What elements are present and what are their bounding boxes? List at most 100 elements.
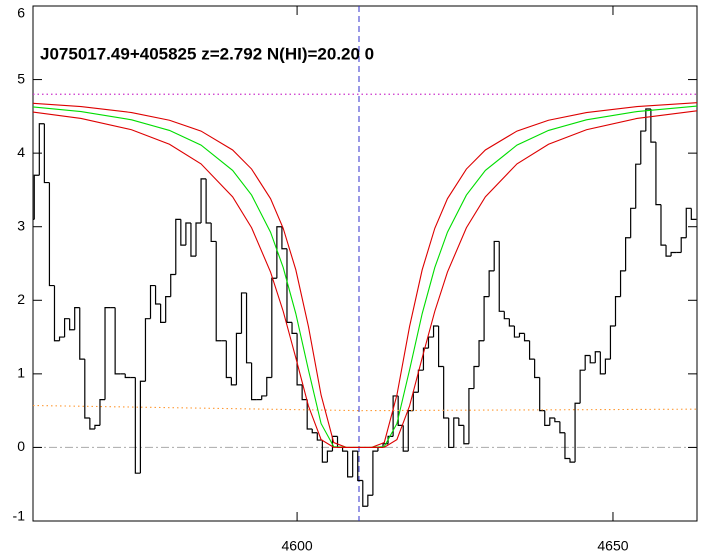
flux-step <box>655 142 661 206</box>
flux-step <box>604 358 611 374</box>
flux-step <box>235 332 242 385</box>
flux-step <box>609 325 616 360</box>
flux-step <box>79 307 85 360</box>
flux-step <box>94 424 100 430</box>
flux-step <box>326 450 333 463</box>
flux-step <box>670 251 677 257</box>
flux-step <box>144 318 151 382</box>
flux-step <box>149 284 156 319</box>
flux-step <box>528 340 535 360</box>
flux-step <box>584 354 591 371</box>
flux-step <box>261 395 267 400</box>
y-tick-label: 0 <box>17 438 25 454</box>
flux-step <box>114 307 121 375</box>
flux-step <box>468 387 474 444</box>
flux-step <box>48 182 55 287</box>
plot-area <box>33 6 697 521</box>
flux-step <box>195 222 202 257</box>
error-line <box>33 404 697 412</box>
flux-step <box>508 318 515 327</box>
flux-step <box>544 410 550 426</box>
flux-step <box>266 376 272 396</box>
flux-step <box>306 399 313 430</box>
flux-step <box>89 418 95 430</box>
flux-step <box>200 178 207 224</box>
x-tick-label: 4650 <box>597 538 628 554</box>
flux-step <box>579 369 586 404</box>
flux-step <box>559 421 565 434</box>
flux-step <box>407 410 414 452</box>
flux-step <box>539 377 545 412</box>
flux-step <box>397 395 404 426</box>
flux-step <box>458 418 464 426</box>
flux-step <box>69 318 75 331</box>
flux-step <box>645 108 651 132</box>
flux-step <box>569 458 576 463</box>
flux-step <box>154 285 161 305</box>
y-tick-label: -1 <box>13 508 26 524</box>
flux-step <box>311 429 318 434</box>
flux-step <box>478 340 485 367</box>
flux-step <box>180 219 186 246</box>
flux-step <box>170 273 176 297</box>
flux-step <box>554 418 560 423</box>
flux-step <box>225 340 232 379</box>
flux-step <box>564 432 571 460</box>
flux-step <box>488 270 495 297</box>
y-tick-label: 1 <box>17 365 25 381</box>
flux-step <box>321 440 328 463</box>
flux-step <box>589 355 596 364</box>
flux-step <box>58 336 65 341</box>
y-tick-label: 5 <box>17 70 25 86</box>
flux-step <box>493 240 500 271</box>
flux-step <box>185 222 191 246</box>
flux-step <box>599 351 606 375</box>
flux-step <box>215 241 222 342</box>
flux-step <box>660 204 667 246</box>
flux-step <box>463 425 469 445</box>
flux-step <box>84 359 90 419</box>
flux-step <box>690 208 697 220</box>
flux-step <box>74 307 80 330</box>
y-tick-label: 4 <box>17 144 25 160</box>
flux-step <box>650 109 656 143</box>
flux-step <box>43 123 50 184</box>
flux-step <box>104 307 111 400</box>
model-line <box>33 102 697 448</box>
flux-step <box>291 322 298 334</box>
flux-step <box>427 336 434 349</box>
flux-step <box>357 451 363 482</box>
flux-step <box>402 425 409 452</box>
flux-step <box>281 226 287 250</box>
flux-step <box>680 237 687 253</box>
flux-step <box>518 332 525 338</box>
flux-step <box>549 417 555 426</box>
flux-step <box>271 277 277 378</box>
x-tick-label: 4600 <box>282 538 313 554</box>
flux-step <box>640 130 646 165</box>
flux-step <box>175 218 181 275</box>
flux-step <box>665 245 672 257</box>
flux-step <box>574 402 581 463</box>
flux-step <box>432 325 439 338</box>
flux-step <box>513 326 520 338</box>
flux-step <box>99 399 106 426</box>
flux-step <box>124 373 131 379</box>
flux-step <box>448 418 454 449</box>
flux-step <box>594 351 601 363</box>
flux-step <box>230 377 237 386</box>
flux-step <box>443 366 449 419</box>
flux-step <box>614 296 621 327</box>
annotation: J075017.49+405825 z=2.792 N(HI)=20.20 0 <box>40 44 374 63</box>
flux-step <box>367 494 373 507</box>
flux-step <box>245 292 252 364</box>
flux-step <box>139 380 146 474</box>
flux-step <box>523 333 530 342</box>
flux-step <box>63 318 70 338</box>
flux-step <box>134 377 141 474</box>
flux-step <box>392 395 399 437</box>
y-tick-label: 2 <box>17 291 25 307</box>
flux-step <box>301 384 308 401</box>
flux-step <box>165 296 171 323</box>
